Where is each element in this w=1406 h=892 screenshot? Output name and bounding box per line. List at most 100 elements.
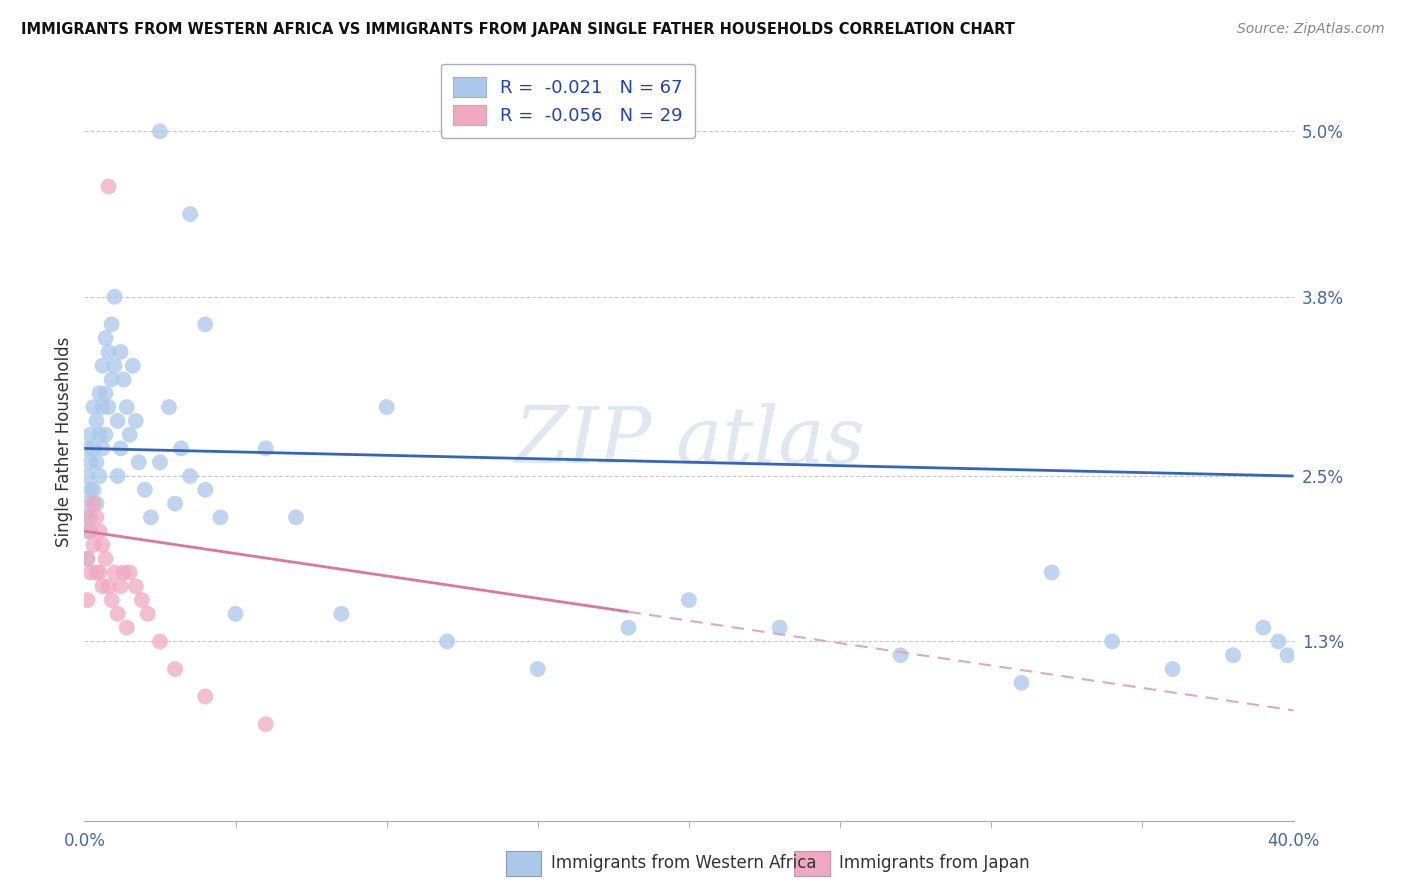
Point — [1222, 648, 1244, 663]
Point — [79, 455, 101, 469]
Point — [76, 551, 98, 566]
Point — [104, 290, 127, 304]
Point — [86, 497, 108, 511]
Point — [115, 400, 138, 414]
Point — [194, 318, 217, 332]
Point — [76, 551, 98, 566]
Point — [79, 510, 101, 524]
Point — [118, 427, 141, 442]
Point — [254, 442, 277, 456]
Point — [79, 427, 101, 442]
Point — [89, 386, 111, 401]
Point — [76, 442, 98, 456]
Point — [97, 345, 120, 359]
Point — [91, 442, 114, 456]
Point — [170, 442, 193, 456]
Point — [76, 497, 98, 511]
Point — [1253, 621, 1275, 635]
Point — [86, 566, 108, 580]
Point — [94, 427, 117, 442]
Point — [115, 621, 138, 635]
Point — [82, 497, 104, 511]
Point — [110, 442, 132, 456]
Point — [1277, 648, 1299, 663]
Point — [121, 359, 143, 373]
Point — [209, 510, 232, 524]
Point — [1267, 634, 1289, 648]
Point — [165, 662, 187, 676]
Point — [86, 414, 108, 428]
Point — [128, 455, 150, 469]
Legend: R =  -0.021   N = 67, R =  -0.056   N = 29: R = -0.021 N = 67, R = -0.056 N = 29 — [440, 64, 696, 138]
Point — [136, 607, 159, 621]
Point — [107, 414, 129, 428]
Point — [179, 207, 201, 221]
Text: Immigrants from Western Africa: Immigrants from Western Africa — [551, 854, 817, 871]
Point — [104, 359, 127, 373]
Point — [125, 414, 148, 428]
Text: Source: ZipAtlas.com: Source: ZipAtlas.com — [1237, 22, 1385, 37]
Point — [79, 566, 101, 580]
Point — [94, 386, 117, 401]
Point — [678, 593, 700, 607]
Point — [157, 400, 180, 414]
Point — [179, 469, 201, 483]
Point — [89, 427, 111, 442]
Point — [131, 593, 153, 607]
Point — [82, 442, 104, 456]
Point — [112, 566, 135, 580]
Point — [100, 372, 122, 386]
Point — [112, 372, 135, 386]
Point — [107, 607, 129, 621]
Point — [194, 690, 217, 704]
Point — [104, 566, 127, 580]
Text: IMMIGRANTS FROM WESTERN AFRICA VS IMMIGRANTS FROM JAPAN SINGLE FATHER HOUSEHOLDS: IMMIGRANTS FROM WESTERN AFRICA VS IMMIGR… — [21, 22, 1015, 37]
Point — [91, 359, 114, 373]
Point — [1040, 566, 1063, 580]
Point — [1011, 675, 1033, 690]
Point — [769, 621, 792, 635]
Point — [82, 483, 104, 497]
Point — [890, 648, 912, 663]
Text: Immigrants from Japan: Immigrants from Japan — [839, 854, 1031, 871]
Y-axis label: Single Father Households: Single Father Households — [55, 336, 73, 547]
Point — [225, 607, 247, 621]
Point — [194, 483, 217, 497]
Point — [76, 593, 98, 607]
Point — [139, 510, 162, 524]
Point — [527, 662, 550, 676]
Point — [79, 524, 101, 538]
Point — [89, 524, 111, 538]
Point — [436, 634, 458, 648]
Point — [82, 538, 104, 552]
Point — [89, 469, 111, 483]
Point — [149, 455, 172, 469]
Point — [110, 345, 132, 359]
Point — [82, 400, 104, 414]
Point — [76, 524, 98, 538]
Point — [617, 621, 640, 635]
Point — [118, 566, 141, 580]
Point — [94, 551, 117, 566]
Point — [97, 579, 120, 593]
Point — [107, 469, 129, 483]
Point — [1101, 634, 1123, 648]
Point — [91, 400, 114, 414]
Point — [149, 634, 172, 648]
Point — [125, 579, 148, 593]
Point — [100, 593, 122, 607]
Point — [86, 455, 108, 469]
Point — [134, 483, 156, 497]
Point — [79, 483, 101, 497]
Point — [1161, 662, 1184, 676]
Point — [97, 179, 120, 194]
Point — [97, 400, 120, 414]
Point — [254, 717, 277, 731]
Point — [330, 607, 353, 621]
Point — [86, 510, 108, 524]
Point — [89, 566, 111, 580]
Point — [110, 579, 132, 593]
Point — [100, 318, 122, 332]
Point — [76, 469, 98, 483]
Text: ZIP atlas: ZIP atlas — [513, 403, 865, 480]
